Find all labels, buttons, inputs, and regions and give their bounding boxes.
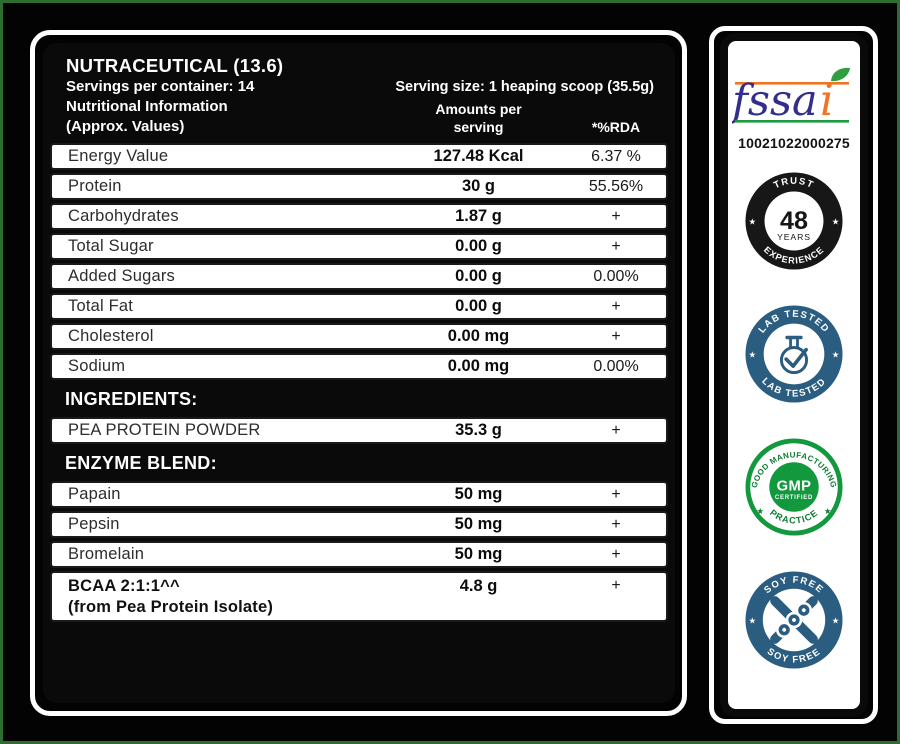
row-rda: +: [611, 577, 621, 594]
svg-text:fssa: fssa: [732, 76, 818, 126]
certification-sidebar: fssa i 10021022000275 TRUST EXPERIENCE ★…: [720, 33, 868, 717]
row-rda: +: [611, 545, 621, 563]
row-rda: +: [611, 421, 621, 439]
servings-per-container: Servings per container: 14: [66, 78, 255, 95]
row-label: BCAA 2:1:1^^: [68, 577, 180, 595]
fssai-license-number: 10021022000275: [738, 135, 850, 151]
row-amount: 4.8 g: [459, 577, 498, 595]
row-rda: +: [611, 327, 621, 345]
row-label: Pepsin: [68, 515, 120, 533]
row-label: Cholesterol: [68, 327, 154, 345]
section-header: INGREDIENTS:: [65, 389, 198, 409]
row-label: Energy Value: [68, 147, 169, 165]
table-row: Energy Value 127.48 Kcal 6.37 %: [50, 143, 668, 170]
trust-years-number: 48: [780, 207, 808, 235]
row-amount: 30 g: [461, 177, 496, 195]
table-row: Sodium 0.00 mg 0.00%: [50, 353, 668, 380]
star-icon: ★: [832, 216, 840, 226]
table-body: Energy Value 127.48 Kcal 6.37 % Protein …: [43, 140, 675, 703]
flask-check-icon: [779, 335, 809, 375]
row-amount: 0.00 g: [455, 297, 502, 315]
star-icon: ★: [756, 506, 764, 516]
star-icon: ★: [824, 506, 832, 516]
nutritional-information-label: Nutritional Information (Approx. Values): [66, 98, 228, 135]
table-row: Cholesterol 0.00 mg +: [50, 323, 668, 350]
table-row: Total Fat 0.00 g +: [50, 293, 668, 320]
row-label: Total Sugar: [68, 237, 154, 255]
nutrition-panel: NUTRACEUTICAL (13.6) Servings per contai…: [43, 43, 675, 703]
star-icon: ★: [832, 349, 840, 359]
row-rda: +: [611, 515, 621, 533]
row-label: Protein: [68, 177, 122, 195]
soy-crossed-icon: [770, 596, 818, 644]
table-row: BCAA 2:1:1^^ (from Pea Protein Isolate) …: [50, 571, 668, 623]
column-header-rda: *%RDA: [591, 119, 641, 135]
row-rda: 6.37 %: [591, 147, 641, 165]
fssai-logo: fssa i 10021022000275: [729, 67, 856, 151]
star-icon: ★: [749, 349, 757, 359]
row-amount: 0.00 mg: [447, 327, 510, 345]
leaf-icon: [831, 67, 850, 82]
row-label: Total Fat: [68, 297, 134, 315]
section-header: ENZYME BLEND:: [65, 453, 217, 473]
row-amount: 0.00 g: [455, 237, 502, 255]
svg-text:i: i: [820, 76, 834, 126]
table-row: Added Sugars 0.00 g 0.00%: [50, 263, 668, 290]
row-amount: 0.00 g: [455, 267, 502, 285]
fssai-logo-icon: fssa i: [729, 67, 850, 126]
row-label: Carbohydrates: [68, 207, 179, 225]
row-label: Sodium: [68, 357, 126, 375]
column-header-amounts: Amounts per serving: [435, 101, 522, 135]
star-icon: ★: [832, 615, 840, 625]
row-label: Papain: [68, 485, 121, 503]
table-row: Papain 50 mg +: [50, 481, 668, 508]
row-rda: +: [611, 207, 621, 225]
gmp-text: GMP: [777, 478, 812, 494]
table-row: Pepsin 50 mg +: [50, 511, 668, 538]
table-row: PEA PROTEIN POWDER 35.3 g +: [50, 417, 668, 444]
row-rda: 0.00%: [593, 357, 639, 375]
row-rda: +: [611, 485, 621, 503]
row-amount: 50 mg: [454, 545, 503, 563]
row-label2: (from Pea Protein Isolate): [68, 597, 274, 616]
row-rda: +: [611, 297, 621, 315]
row-amount: 50 mg: [454, 515, 503, 533]
row-rda: 55.56%: [588, 177, 644, 195]
row-amount: 35.3 g: [455, 421, 502, 439]
table-row: Bromelain 50 mg +: [50, 541, 668, 568]
row-label: Bromelain: [68, 545, 145, 563]
row-amount: 50 mg: [454, 485, 503, 503]
trust-badge: TRUST EXPERIENCE ★ ★ 48 YEARS: [742, 169, 846, 273]
gmp-certified-text: CERTIFIED: [775, 495, 813, 501]
svg-text:TRUST: TRUST: [772, 176, 816, 192]
row-rda: +: [611, 237, 621, 255]
star-icon: ★: [749, 216, 757, 226]
nutrition-panel-frame: [30, 30, 687, 716]
product-title: NUTRACEUTICAL (13.6): [66, 55, 284, 76]
row-amount: 1.87 g: [455, 207, 502, 225]
table-row: Protein 30 g 55.56%: [50, 173, 668, 200]
serving-size: Serving size: 1 heaping scoop (35.5g): [395, 79, 654, 95]
sidebar-frame: [709, 26, 878, 724]
row-label: Added Sugars: [68, 267, 175, 285]
row-amount: 127.48 Kcal: [433, 147, 524, 165]
row-label: PEA PROTEIN POWDER: [68, 421, 261, 439]
soy-free-badge: SOY FREE SOY FREE ★ ★: [742, 568, 846, 672]
trust-years-label: YEARS: [777, 232, 811, 242]
nutrition-header: NUTRACEUTICAL (13.6) Servings per contai…: [43, 43, 675, 140]
table-row: Carbohydrates 1.87 g +: [50, 203, 668, 230]
lab-tested-badge: LAB TESTED LAB TESTED ★ ★: [742, 302, 846, 406]
row-amount: 0.00 mg: [447, 357, 510, 375]
table-row: Total Sugar 0.00 g +: [50, 233, 668, 260]
gmp-badge: GOOD MANUFACTURING PRACTICE ★ ★ GMP CERT…: [742, 435, 846, 539]
row-rda: 0.00%: [593, 267, 639, 285]
star-icon: ★: [749, 615, 757, 625]
